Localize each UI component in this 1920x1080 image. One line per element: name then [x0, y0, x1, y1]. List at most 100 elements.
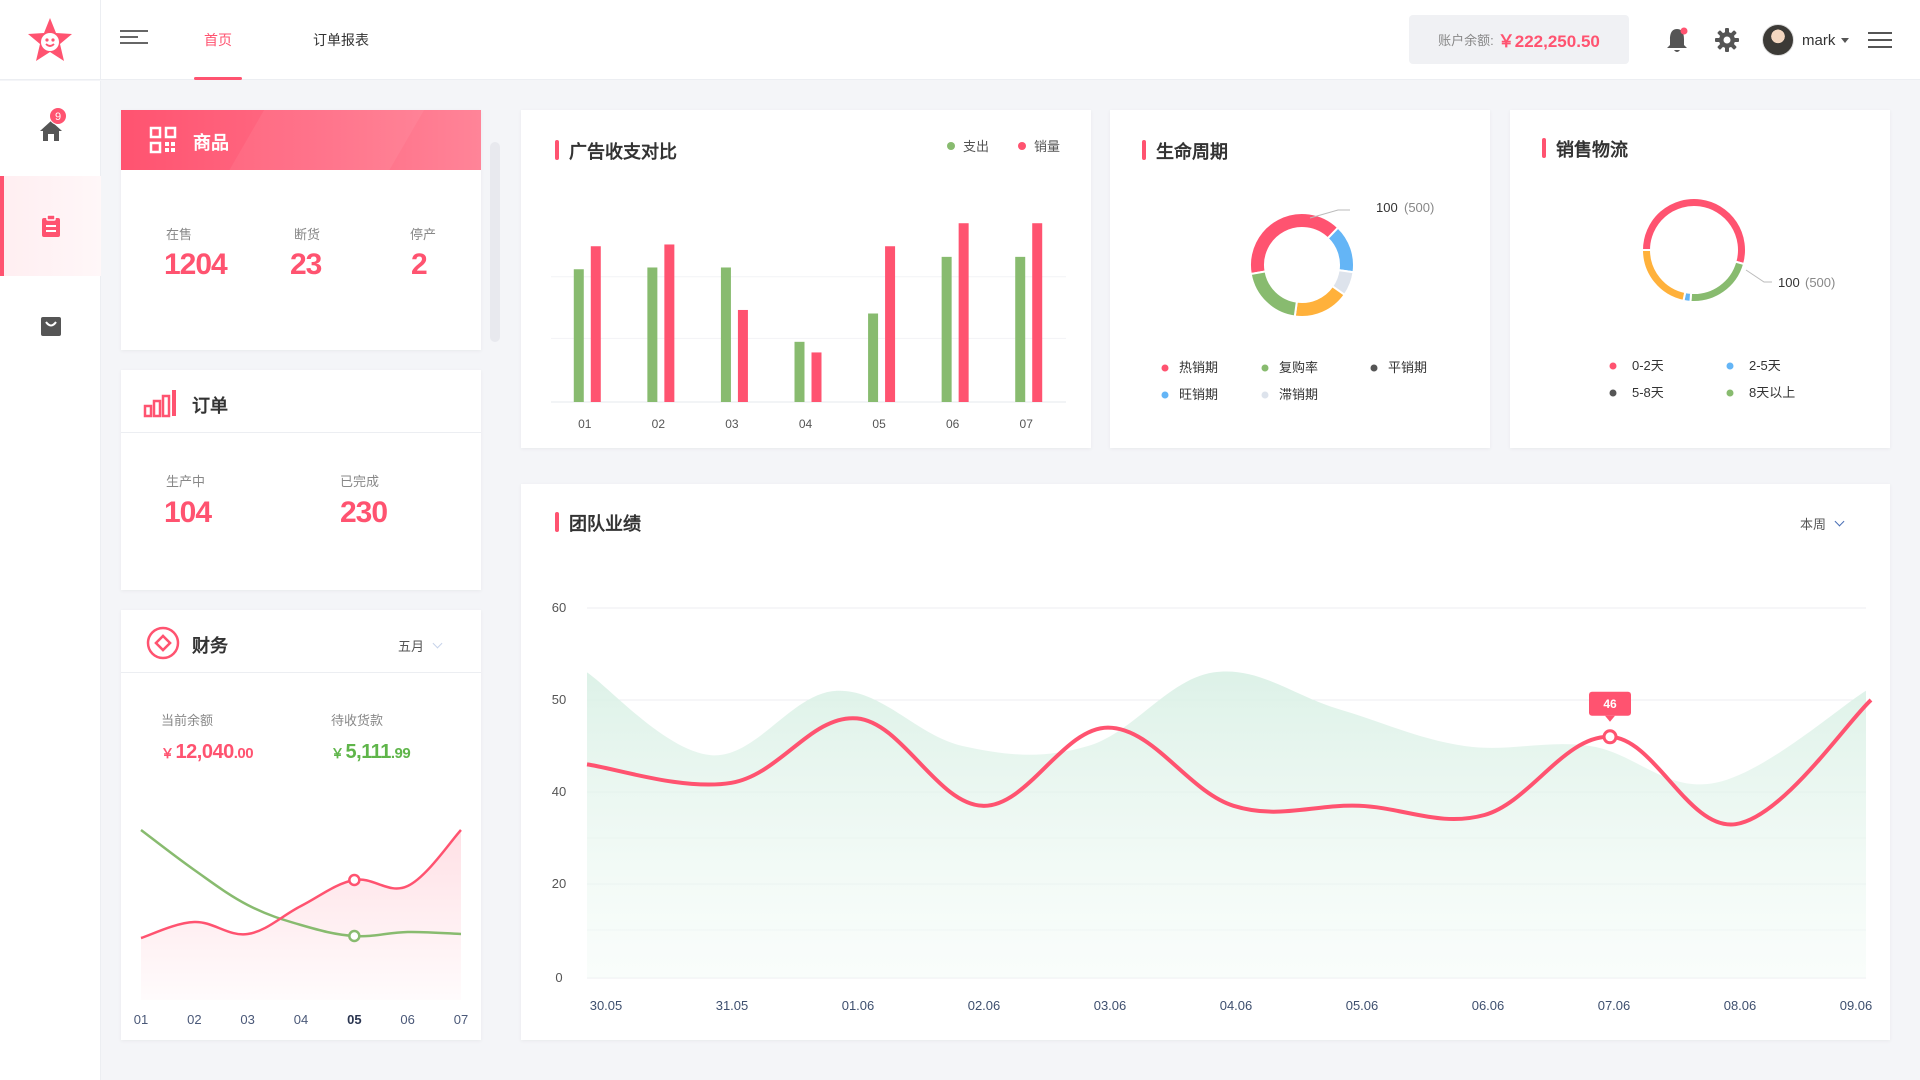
menu-icon[interactable]	[1866, 26, 1894, 54]
finance-card: 财务 五月 当前余额 ￥ 12,040.00 待收货款 ￥ 5,111.99 01 0…	[121, 610, 481, 1040]
x-tick-label: 01.06	[842, 998, 875, 1013]
y-tick-label: 0	[555, 970, 562, 985]
account-balance: 账户余额: ￥222,250.50	[1409, 15, 1629, 64]
x-tick-label: 05	[347, 1012, 361, 1027]
bar	[590, 246, 601, 402]
stat-value: 23	[290, 248, 322, 281]
sidebar-item-home[interactable]: 9	[0, 81, 101, 181]
legend-dot	[1609, 389, 1617, 397]
bar	[794, 341, 805, 402]
x-tick-label: 04	[294, 1012, 308, 1027]
donut-slice	[1640, 249, 1687, 303]
logistics-title: 销售物流	[1542, 136, 1628, 162]
legend-label: 平销期	[1388, 360, 1427, 375]
star-logo-icon	[28, 18, 72, 61]
legend-label: 复购率	[1279, 360, 1318, 375]
x-tick-label: 04.06	[1220, 998, 1253, 1013]
stat-label: 生产中	[166, 474, 206, 489]
chevron-down-icon	[432, 638, 443, 649]
clipboard-icon	[41, 214, 60, 237]
legend-item[interactable]: 销量	[1018, 136, 1060, 155]
x-tick-label: 05.06	[1346, 998, 1379, 1013]
divider	[121, 672, 481, 673]
team-performance-title: 团队业绩	[555, 510, 641, 536]
gear-icon[interactable]	[1713, 26, 1741, 54]
x-tick-label: 02	[187, 1012, 201, 1027]
ad-compare-bar-chart: 01 02 03 04 05 06 07	[551, 223, 1066, 431]
menu-toggle-icon[interactable]	[120, 26, 148, 52]
bar	[720, 267, 731, 402]
x-tick-label: 03	[240, 1012, 254, 1027]
x-tick-label: 05	[872, 417, 886, 431]
annotation-value: 100	[1376, 200, 1398, 215]
lifecycle-title: 生命周期	[1142, 138, 1228, 164]
x-tick-label: 01	[134, 1012, 148, 1027]
legend-dot	[1161, 391, 1169, 399]
legend-label: 2-5天	[1749, 358, 1781, 373]
x-tick-label: 02.06	[968, 998, 1001, 1013]
user-name: mark	[1802, 31, 1836, 49]
tooltip-arrow	[1605, 715, 1615, 722]
bar	[1032, 223, 1043, 402]
sidebar-item-shop[interactable]	[0, 276, 101, 376]
bar	[647, 267, 658, 402]
x-tick-label: 03.06	[1094, 998, 1127, 1013]
currency-symbol: ￥	[161, 746, 174, 761]
balance-amount: ￥ 12,040.00	[161, 741, 254, 764]
bar-chart-icon	[143, 390, 176, 418]
legend-label: 滞销期	[1279, 387, 1318, 402]
legend-dot	[1161, 364, 1169, 372]
legend-dot	[1370, 364, 1378, 372]
x-tick-label: 30.05	[590, 998, 623, 1013]
amount-dec: .00	[233, 745, 254, 762]
finance-title: 财务	[192, 636, 228, 656]
y-tick-label: 40	[552, 784, 566, 799]
stat-value: 1204	[164, 248, 228, 281]
receivable-label: 待收货款	[331, 713, 384, 728]
series-line	[140, 829, 462, 938]
bar	[664, 244, 675, 402]
products-title: 商品	[193, 133, 229, 153]
bar	[573, 269, 584, 402]
legend-dot	[1261, 364, 1269, 372]
team-period-select[interactable]: 本周	[1800, 514, 1845, 533]
legend-label: 热销期	[1179, 360, 1218, 375]
legend-label: 销量	[1034, 139, 1061, 154]
donut-slice	[1326, 226, 1355, 274]
x-tick-label: 07	[454, 1012, 468, 1027]
stat-value: 2	[411, 248, 428, 281]
tab-order-report[interactable]: 订单报表	[313, 32, 369, 48]
stat-label: 停产	[410, 227, 437, 242]
x-tick-label: 31.05	[716, 998, 749, 1013]
balance-value: ￥222,250.50	[1497, 32, 1600, 51]
legend-dot	[1018, 141, 1026, 150]
bar	[941, 256, 952, 402]
amount-int: 12,040	[175, 741, 235, 763]
donut-slice	[1249, 212, 1340, 276]
donut-slice	[1249, 270, 1298, 318]
legend-dot	[1726, 362, 1734, 370]
finance-period-select[interactable]: 五月	[398, 636, 443, 655]
bag-icon	[40, 317, 61, 336]
y-tick-label: 50	[552, 692, 566, 707]
team-performance-card: 团队业绩 本周 0 20 40 50 60 46 30.05 31.05 01.06 02.06 0…	[521, 484, 1890, 1040]
annotation-total: (500)	[1404, 200, 1434, 215]
sidebar-item-orders[interactable]	[0, 176, 101, 276]
series-line	[586, 698, 1873, 827]
finance-trend-chart: 01 02 03 04 05 06 07	[134, 829, 468, 1027]
tab-home[interactable]: 首页	[194, 0, 242, 80]
orders-title: 订单	[192, 396, 228, 416]
amount-dec: .99	[390, 745, 411, 762]
scrollbar[interactable]	[490, 142, 500, 342]
app-logo[interactable]	[0, 0, 101, 80]
legend-label: 5-8天	[1632, 385, 1664, 400]
legend-dot	[947, 141, 955, 150]
bell-icon[interactable]	[1663, 26, 1691, 54]
highlight-point	[348, 929, 361, 943]
user-menu[interactable]: mark	[1762, 22, 1850, 58]
series-line	[140, 829, 462, 940]
background-area	[587, 671, 1866, 978]
legend-label: 旺销期	[1179, 387, 1218, 402]
bar	[811, 352, 822, 402]
legend-item[interactable]: 支出	[947, 136, 989, 155]
